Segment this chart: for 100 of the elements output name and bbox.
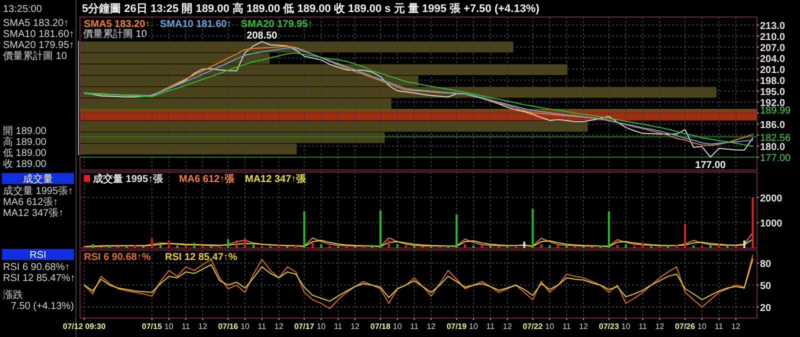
text: SMA20 179.95↑ [241,19,313,30]
y-tick-label: 186.0 [760,120,786,132]
bar [624,244,627,248]
x-tick-label: 11 [182,322,190,331]
x-tick-label: 10 [469,322,478,331]
bar [346,245,348,248]
x-tick-label: 07/17 [294,322,315,331]
text: RSI 6 90.68%↑ [3,262,70,273]
bar [134,244,136,248]
bar [667,245,670,248]
x-tick-label: 11 [410,322,419,331]
text: MA6 612↑張 [179,173,236,185]
x-tick-label: 12 [731,322,741,331]
bar [278,244,280,248]
bar [294,244,297,248]
x-tick-label: 07/22 [522,322,544,331]
text: SMA10 181.60↑ [3,29,74,40]
text: MA12 347↑張 [245,173,308,185]
y-tick-label: 210.0 [760,32,786,44]
bar [320,244,322,248]
bar [252,244,254,248]
text: SMA10 181.60↑ [160,19,232,30]
bar [532,208,534,248]
bar [599,245,602,248]
text: 收 189.00 [3,159,47,170]
bar [236,240,238,248]
text: 價量累計圖 10 [3,50,68,62]
x-tick-label: 11 [562,322,572,331]
x-tick-label: 10 [621,322,631,331]
bar [396,244,398,248]
x-tick-label: 10 [316,322,326,331]
x-tick-label: 07/12 09:30 [62,322,106,331]
bar [548,245,551,248]
bar [616,244,618,248]
text: 低 189.00 [3,148,47,159]
bar [642,242,644,248]
bar [159,244,162,248]
line-series [84,254,754,309]
x-tick-label: 10 [392,322,402,331]
text: 成交量 1995張↑ [3,185,74,197]
bar [244,238,246,248]
bar [404,245,407,248]
y-tick-label: 80 [760,259,772,270]
bar [312,242,314,248]
x-tick-label: 07/15 [142,322,162,331]
text: SMA5 183.20↑ [84,19,150,30]
x-tick-label: 07/19 [446,322,468,331]
bar [506,245,508,248]
text: 高 189.00 [3,136,47,148]
bar [168,240,170,248]
x-tick-label: 10 [545,322,555,331]
text: RSI [30,250,46,261]
bar [379,210,382,248]
text: 13:25:00 [3,4,42,15]
series-label: RSI 12 85.47↑% [165,252,238,263]
text: SMA20 179.95↑ [3,40,74,51]
x-tick-label: 12 [350,322,360,331]
bar [709,244,712,248]
x-tick-label: 12 [579,322,589,331]
bar [752,197,754,248]
x-tick-label: 12 [426,322,436,331]
bar [684,224,686,248]
bar [150,238,153,248]
bar [388,240,390,248]
y-tick-label: 204.0 [760,54,786,66]
chart-title: 5分鐘圖 26日 13:25 開 189.00 高 189.00 低 189.00 收 189.00 s 元 量 1995 張 +7.50 (+4.13%) [82,2,540,15]
bar [743,240,746,248]
y-tick-label: 195.0 [760,87,786,98]
line-series [84,258,754,302]
y-tick-label: 201.0 [760,65,786,76]
bar [540,244,542,248]
bar [176,245,178,248]
bar [303,211,306,248]
line-series [84,238,754,248]
x-tick-label: 07/16 [218,322,239,331]
y-tick-label: 1000 [760,218,783,230]
legend-label: 成交量 1995↑張 [92,173,164,185]
bar [608,211,610,248]
ref-line-label: 182.56 [760,132,792,144]
x-tick-label: 12 [502,322,512,331]
x-tick-label: 12 [198,322,208,331]
text: 開 189.00 [3,126,47,137]
text: MA6 612張↑ [3,197,58,208]
x-tick-label: 11 [334,322,343,331]
bar [734,245,737,248]
y-tick-label: 2000 [760,193,783,204]
x-tick-label: 11 [486,322,496,331]
bar [108,244,111,248]
bar [456,214,458,248]
x-tick-label: 11 [258,322,267,331]
x-tick-label: 07/23 [598,322,620,331]
text: 漲跌 7.50 (+4.13%) [3,289,74,312]
x-tick-label: 07/26 [675,322,696,331]
bar [227,239,230,248]
x-tick-label: 11 [638,322,648,331]
x-tick-label: 10 [164,322,174,331]
y-tick-label: 213.0 [760,21,786,32]
y-tick-label: 180.0 [760,142,786,154]
bar [193,242,196,248]
y-tick-label: 50 [760,281,772,292]
